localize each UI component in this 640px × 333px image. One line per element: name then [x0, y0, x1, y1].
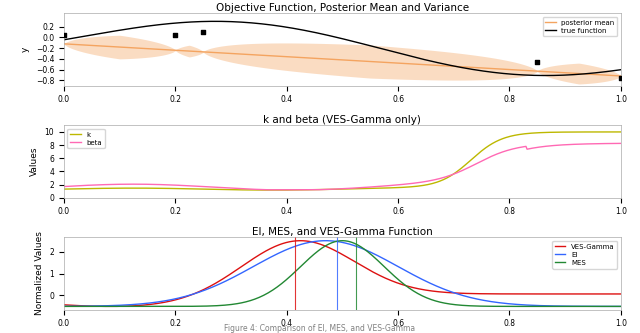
VES-Gamma: [107, 304, 115, 308]
MES: [518, 304, 525, 308]
Line: EI: EI: [64, 241, 621, 306]
beta: [605, 142, 612, 146]
VES-Gamma: [364, 267, 371, 271]
VES-Gamma: [617, 292, 625, 296]
Title: Objective Function, Posterior Mean and Variance: Objective Function, Posterior Mean and V…: [216, 3, 469, 13]
Line: true function: true function: [64, 21, 621, 76]
VES-Gamma: [606, 292, 614, 296]
posterior mean: [516, 68, 524, 72]
k: [393, 185, 401, 189]
Line: VES-Gamma: VES-Gamma: [64, 241, 621, 306]
true function: [393, 51, 401, 55]
Point: [170, 32, 180, 37]
EI: [518, 303, 525, 307]
Point: [59, 32, 69, 37]
Text: Figure 4: Comparison of EI, MES, and VES-Gamma: Figure 4: Comparison of EI, MES, and VES…: [225, 324, 415, 333]
k: [329, 187, 337, 191]
posterior mean: [60, 42, 68, 46]
beta: [60, 184, 68, 188]
true function: [518, 73, 525, 77]
Y-axis label: y: y: [21, 47, 30, 52]
VES-Gamma: [330, 248, 338, 252]
Line: posterior mean: posterior mean: [64, 44, 621, 76]
posterior mean: [604, 73, 611, 77]
Title: k and beta (VES-Gamma only): k and beta (VES-Gamma only): [264, 115, 421, 125]
Line: MES: MES: [64, 241, 621, 306]
EI: [393, 264, 401, 268]
true function: [542, 74, 550, 78]
beta: [326, 187, 333, 191]
beta: [393, 183, 401, 187]
MES: [362, 249, 370, 253]
beta: [329, 187, 337, 191]
VES-Gamma: [327, 246, 335, 250]
true function: [606, 69, 614, 73]
k: [518, 132, 525, 136]
Line: beta: beta: [64, 144, 621, 190]
k: [605, 130, 612, 134]
Title: EI, MES, and VES-Gamma Function: EI, MES, and VES-Gamma Function: [252, 227, 433, 237]
true function: [362, 43, 370, 47]
beta: [362, 185, 370, 189]
beta: [266, 188, 273, 192]
true function: [212, 19, 220, 23]
MES: [328, 241, 335, 245]
true function: [617, 68, 625, 72]
MES: [60, 304, 68, 308]
Line: k: k: [64, 132, 621, 190]
MES: [605, 304, 612, 308]
MES: [324, 242, 332, 246]
k: [326, 187, 333, 191]
MES: [617, 304, 625, 308]
beta: [518, 145, 525, 149]
k: [362, 186, 370, 190]
k: [60, 187, 68, 191]
Point: [616, 75, 626, 80]
VES-Gamma: [394, 281, 401, 285]
EI: [323, 239, 330, 243]
EI: [326, 239, 333, 243]
true function: [60, 38, 68, 42]
EI: [605, 304, 612, 308]
EI: [617, 304, 625, 308]
posterior mean: [324, 57, 332, 61]
Point: [532, 59, 543, 64]
VES-Gamma: [519, 292, 527, 296]
posterior mean: [362, 59, 369, 63]
Legend: posterior mean, true function: posterior mean, true function: [543, 17, 618, 36]
posterior mean: [617, 74, 625, 78]
true function: [326, 34, 333, 38]
Point: [198, 29, 209, 35]
VES-Gamma: [297, 239, 305, 243]
MES: [393, 276, 401, 280]
beta: [617, 142, 625, 146]
Legend: k, beta: k, beta: [67, 129, 104, 149]
k: [269, 188, 276, 192]
Y-axis label: Values: Values: [30, 147, 39, 176]
EI: [362, 248, 370, 252]
posterior mean: [328, 57, 335, 61]
VES-Gamma: [60, 303, 68, 307]
posterior mean: [392, 61, 399, 65]
MES: [338, 239, 346, 243]
EI: [329, 239, 337, 243]
k: [617, 130, 625, 134]
Y-axis label: Normalized Values: Normalized Values: [35, 232, 44, 315]
true function: [329, 35, 337, 39]
Legend: VES-Gamma, EI, MES: VES-Gamma, EI, MES: [552, 241, 618, 269]
EI: [60, 304, 68, 308]
